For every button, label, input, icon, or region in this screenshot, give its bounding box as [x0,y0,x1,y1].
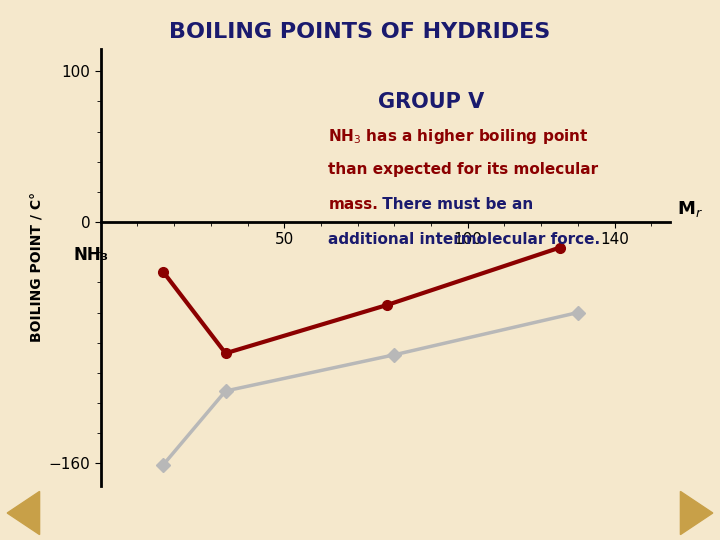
Text: NH$_3$ has a higher boiling point: NH$_3$ has a higher boiling point [328,127,589,146]
Text: than expected for its molecular: than expected for its molecular [328,163,598,177]
Polygon shape [680,491,713,535]
Text: M$_r$: M$_r$ [677,199,703,219]
Y-axis label: BOILING POINT / C°: BOILING POINT / C° [29,192,43,342]
Text: GROUP V: GROUP V [377,92,484,112]
Text: There must be an: There must be an [377,197,533,212]
Text: BOILING POINTS OF HYDRIDES: BOILING POINTS OF HYDRIDES [169,22,551,42]
Polygon shape [7,491,40,535]
Text: mass.: mass. [328,197,378,212]
Text: additional intermolecular force.: additional intermolecular force. [328,232,600,247]
Text: NH₃: NH₃ [73,246,108,264]
